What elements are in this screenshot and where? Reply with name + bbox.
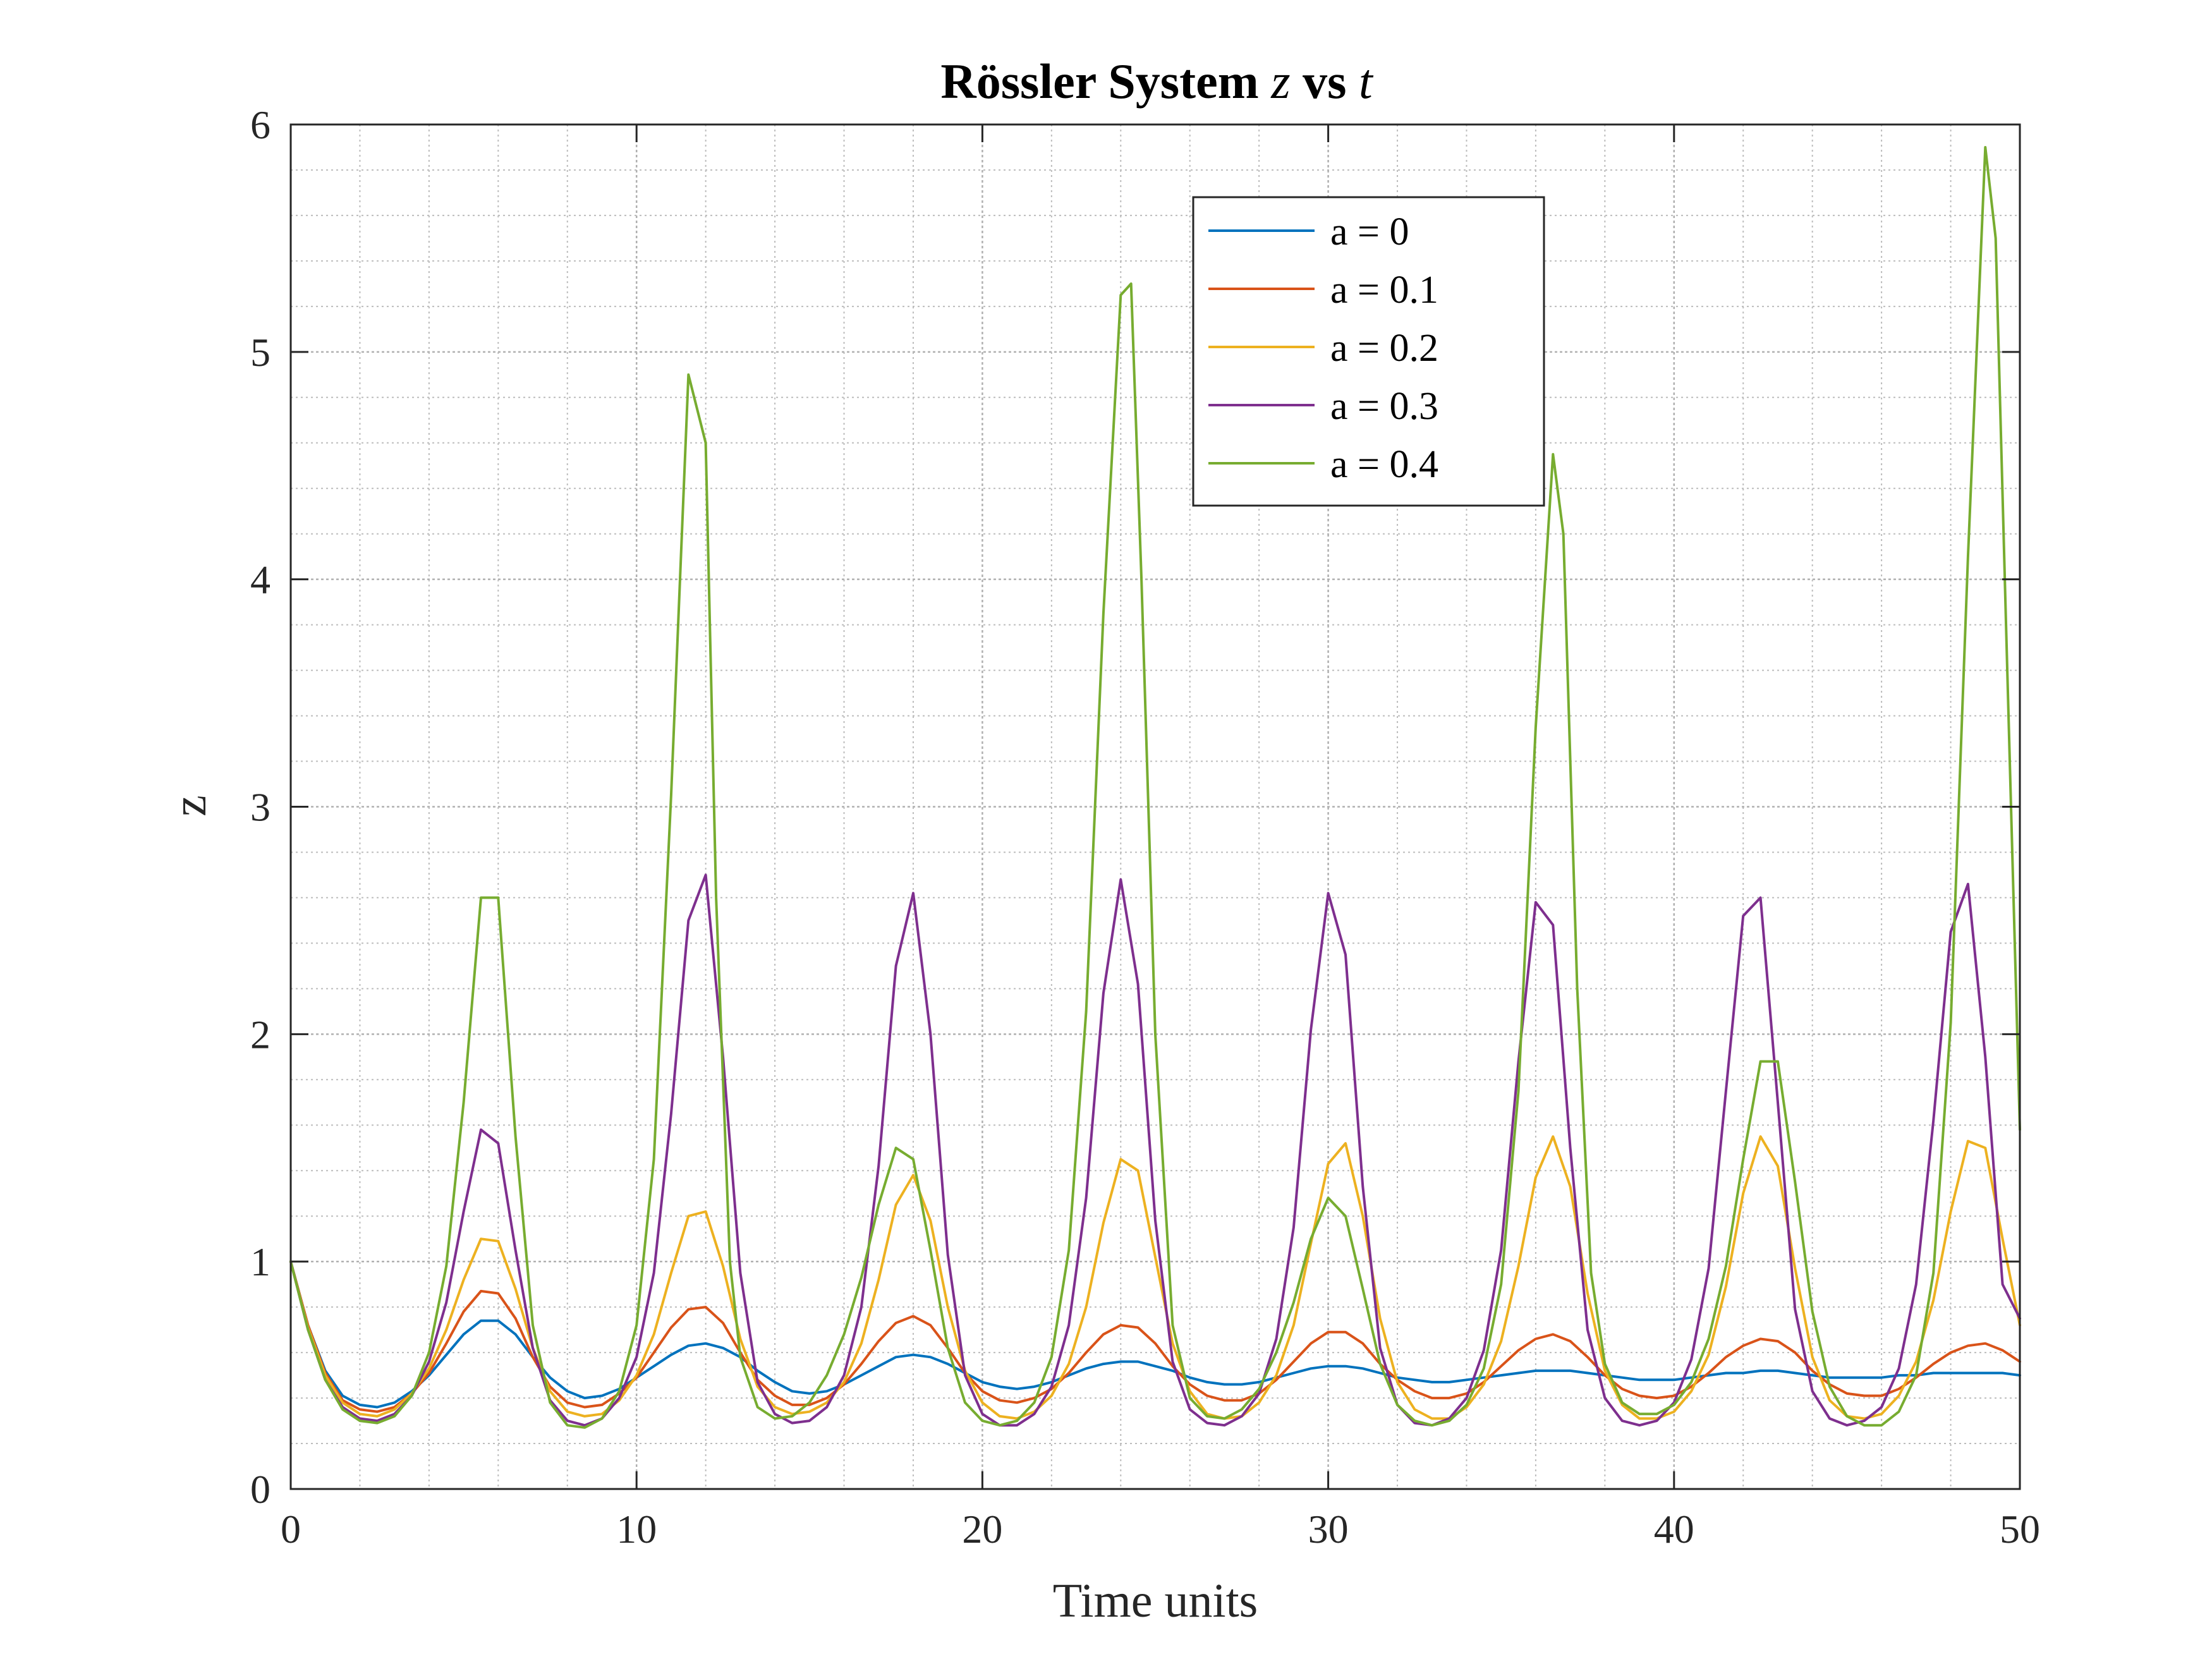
chart-title: Rössler System z vs t: [940, 54, 1374, 109]
y-tick-label: 6: [250, 102, 270, 147]
legend-label-3: a = 0.3: [1330, 385, 1438, 428]
minor-grid: [291, 125, 2020, 1489]
series-line-4: [289, 146, 2021, 1429]
x-tick-label: 20: [962, 1507, 1002, 1552]
y-tick-label: 2: [250, 1012, 270, 1057]
legend-label-2: a = 0.2: [1330, 327, 1438, 370]
y-tick-label: 0: [250, 1467, 270, 1512]
x-tick-label: 40: [1654, 1507, 1694, 1552]
series-layer: [289, 146, 2021, 1429]
chart-title-mid: vs: [1303, 54, 1346, 109]
chart-title-var-t: t: [1359, 54, 1374, 109]
legend-label-4: a = 0.4: [1330, 443, 1438, 486]
y-tick-label: 3: [250, 785, 270, 830]
x-tick-label: 0: [281, 1507, 301, 1552]
x-tick-label: 10: [616, 1507, 657, 1552]
legend-label-1: a = 0.1: [1330, 269, 1438, 312]
y-tick-label: 4: [250, 557, 270, 602]
legend-box: [1192, 196, 1545, 507]
series-line-2: [289, 1135, 2021, 1420]
chart-title-var-z: z: [1270, 54, 1290, 109]
ticks-layer: 0 10 20 30 40 50 0 1 2 3 4 5 6: [250, 102, 2040, 1552]
legend: a = 0 a = 0.1 a = 0.2 a = 0.3 a = 0.4: [1192, 196, 1545, 507]
y-tick-label: 5: [250, 330, 270, 375]
series-line-3: [289, 873, 2021, 1427]
x-tick-label: 50: [2000, 1507, 2040, 1552]
legend-items: a = 0 a = 0.1 a = 0.2 a = 0.3 a = 0.4: [1208, 210, 1438, 486]
series-line-0: [289, 1260, 2021, 1409]
y-axis-label: z: [163, 795, 216, 817]
chart-title-main: Rössler System: [940, 54, 1258, 109]
y-tick-label: 1: [250, 1239, 270, 1284]
x-tick-label: 30: [1308, 1507, 1349, 1552]
series-line-1: [289, 1260, 2021, 1413]
legend-label-0: a = 0: [1330, 210, 1409, 253]
x-axis-label: Time units: [1053, 1574, 1258, 1627]
